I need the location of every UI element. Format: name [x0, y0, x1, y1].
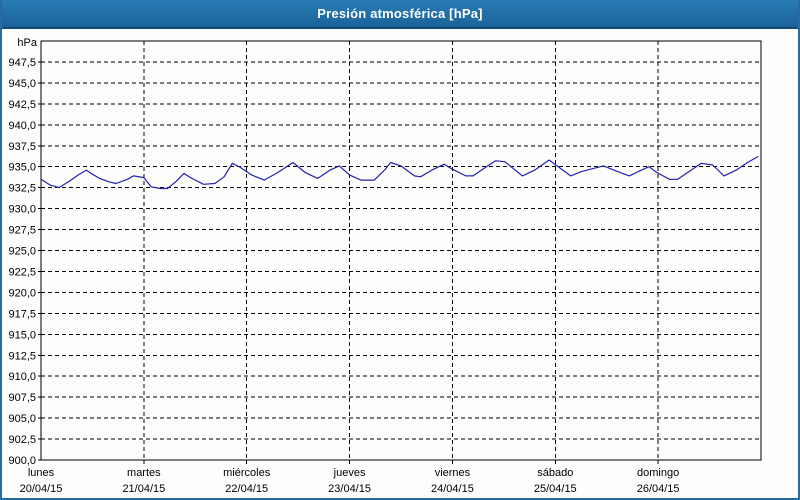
- chart-title: Presión atmosférica [hPa]: [317, 6, 483, 21]
- y-tick-label: 910,0: [8, 371, 36, 383]
- y-tick-label: 925,0: [8, 246, 36, 258]
- y-tick-label: 917,5: [8, 308, 36, 320]
- y-tick-label: 912,5: [8, 350, 36, 362]
- y-tick-label: 927,5: [8, 225, 36, 237]
- x-date-label: 26/04/15: [637, 483, 680, 495]
- chart-title-bar: Presión atmosférica [hPa]: [2, 0, 798, 29]
- x-date-label: 25/04/15: [534, 483, 577, 495]
- x-day-label: jueves: [333, 467, 366, 479]
- x-day-label: miércoles: [223, 467, 271, 479]
- x-date-label: 22/04/15: [225, 483, 268, 495]
- y-tick-label: 920,0: [8, 287, 36, 299]
- pressure-line: [40, 155, 759, 190]
- y-tick-label: 922,5: [8, 266, 36, 278]
- plot-container: hPa 947,5 945,0 942,5 940,0 937,5 935,0 932,5 93…: [2, 29, 798, 498]
- x-day-label: sábado: [537, 467, 573, 479]
- x-day-label: domingo: [637, 467, 679, 479]
- x-axis-labels: lunes 20/04/15 martes 21/04/15 miércoles 22/0…: [20, 467, 680, 495]
- x-date-label: 20/04/15: [20, 483, 63, 495]
- x-date-label: 21/04/15: [122, 483, 165, 495]
- y-tick-label: 942,5: [8, 99, 36, 111]
- axis-ticks: [38, 61, 659, 464]
- y-tick-label: 940,0: [8, 120, 36, 132]
- y-tick-label: 937,5: [8, 141, 36, 153]
- y-tick-label: 945,0: [8, 78, 36, 90]
- y-tick-label: 935,0: [8, 162, 36, 174]
- y-tick-label: 905,0: [8, 413, 36, 425]
- x-day-label: viernes: [435, 467, 471, 479]
- y-tick-label: 930,0: [8, 204, 36, 216]
- x-day-label: martes: [127, 467, 161, 479]
- pressure-chart: hPa 947,5 945,0 942,5 940,0 937,5 935,0 932,5 93…: [8, 37, 762, 495]
- y-tick-label: 947,5: [8, 57, 36, 69]
- y-tick-label: 915,0: [8, 329, 36, 341]
- x-date-label: 23/04/15: [328, 483, 371, 495]
- plot-border: [40, 40, 762, 461]
- y-tick-label: 932,5: [8, 183, 36, 195]
- y-tick-label: 902,5: [8, 434, 36, 446]
- gridlines: [41, 41, 761, 460]
- y-tick-label: 907,5: [8, 392, 36, 404]
- y-axis-unit-label: hPa: [17, 37, 37, 49]
- x-day-label: lunes: [28, 467, 55, 479]
- x-date-label: 24/04/15: [431, 483, 474, 495]
- y-axis-labels: hPa 947,5 945,0 942,5 940,0 937,5 935,0 932,5 93…: [8, 37, 37, 467]
- y-tick-label: 900,0: [8, 455, 36, 467]
